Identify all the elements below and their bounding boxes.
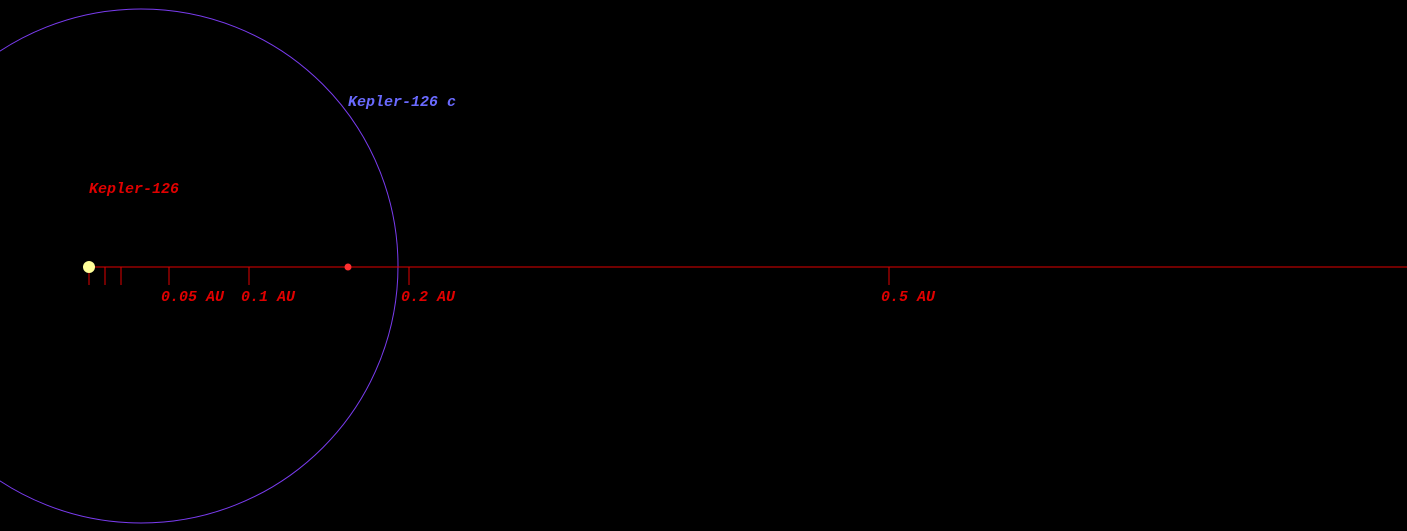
- star-label: Kepler-126: [89, 181, 179, 198]
- planet-label: Kepler-126 c: [348, 94, 456, 111]
- planet: [344, 263, 352, 271]
- tick-label: 0.05 AU: [161, 289, 225, 306]
- tick-label: 0.5 AU: [881, 289, 936, 306]
- orbit: [0, 8, 399, 524]
- star: [83, 261, 95, 273]
- tick-label: 0.1 AU: [241, 289, 296, 306]
- scale-ticks: 0.05 AU 0.1 AU 0.2 AU 0.5 AU: [161, 267, 936, 306]
- tick-label: 0.2 AU: [401, 289, 456, 306]
